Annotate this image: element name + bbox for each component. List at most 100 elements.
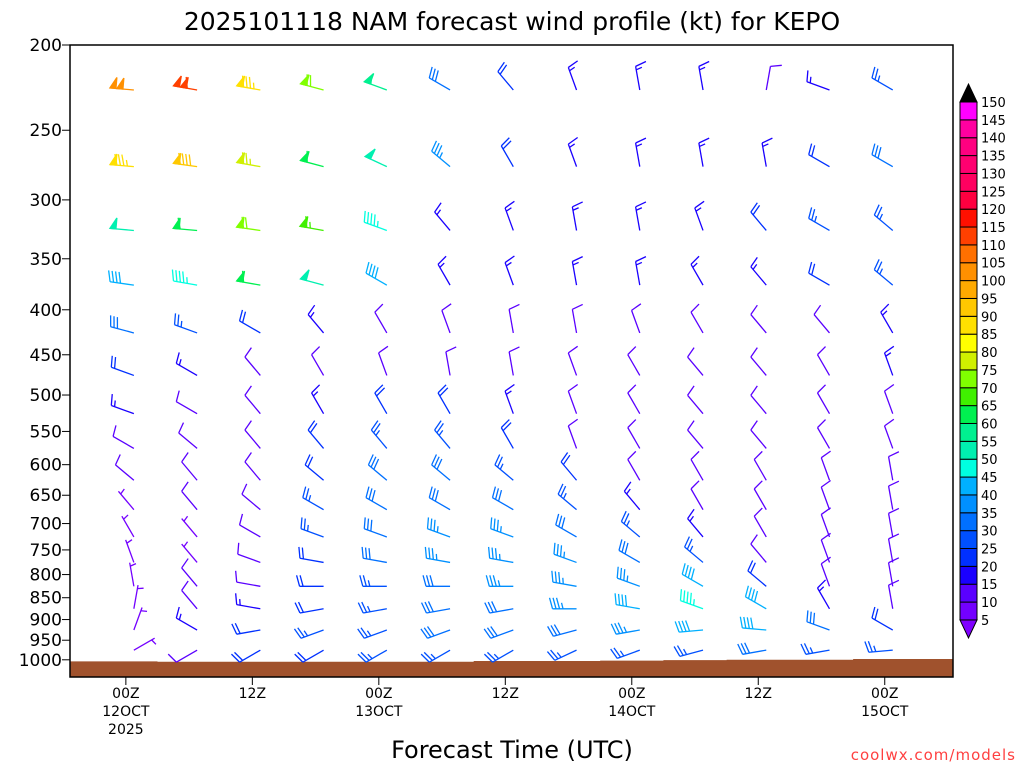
barb-full bbox=[691, 304, 699, 312]
barb-full bbox=[572, 202, 582, 207]
colorbar-label: 10 bbox=[981, 596, 998, 611]
y-tick-label: 800 bbox=[30, 566, 62, 586]
wind-barb bbox=[636, 61, 646, 89]
wind-barb bbox=[688, 348, 703, 376]
barb-full bbox=[490, 575, 493, 586]
barb-shaft bbox=[572, 207, 576, 231]
barb-shaft bbox=[695, 208, 703, 231]
barb-full bbox=[770, 65, 781, 66]
barb-full bbox=[636, 138, 646, 143]
barb-full bbox=[371, 520, 372, 531]
barb-shaft bbox=[885, 353, 893, 376]
barb-full bbox=[176, 391, 179, 402]
barb-full bbox=[690, 593, 691, 604]
barb-full bbox=[744, 617, 746, 628]
wind-barb bbox=[766, 65, 782, 90]
barb-full bbox=[684, 590, 685, 601]
wind-barb bbox=[505, 256, 514, 285]
barb-shaft bbox=[616, 630, 640, 634]
wind-barb bbox=[295, 602, 323, 613]
barb-full bbox=[312, 347, 320, 355]
barb-shaft bbox=[111, 405, 134, 413]
x-tick-label: 12Z bbox=[492, 686, 519, 702]
barb-shaft bbox=[691, 264, 703, 285]
wind-barb bbox=[176, 391, 197, 414]
wind-barb bbox=[366, 487, 387, 510]
wind-barb bbox=[809, 207, 830, 230]
barb-full bbox=[379, 346, 388, 353]
barb-half bbox=[753, 264, 757, 269]
wind-barb bbox=[300, 151, 323, 167]
barb-full bbox=[186, 154, 187, 165]
wind-barb bbox=[422, 601, 450, 613]
barb-full bbox=[246, 217, 247, 228]
barb-half bbox=[368, 654, 372, 658]
barb-full bbox=[809, 207, 812, 218]
colorbar-label: 45 bbox=[981, 471, 998, 486]
barb-shaft bbox=[680, 601, 703, 609]
barb-shaft bbox=[636, 261, 640, 285]
wind-barb bbox=[172, 270, 197, 286]
wind-barb bbox=[801, 643, 829, 654]
barb-full bbox=[865, 642, 869, 653]
barb-full bbox=[301, 517, 302, 528]
x-tick-label: 12Z bbox=[745, 686, 772, 702]
wind-barb bbox=[558, 484, 576, 510]
barb-shaft bbox=[110, 282, 134, 285]
barb-full bbox=[628, 451, 636, 459]
wind-barb bbox=[751, 257, 766, 285]
wind-barb bbox=[308, 421, 323, 449]
wind-barb bbox=[371, 421, 386, 449]
barb-shaft bbox=[754, 489, 766, 510]
barb-full bbox=[807, 70, 808, 81]
wind-barb bbox=[493, 487, 514, 510]
wind-barb bbox=[245, 348, 260, 376]
wind-barb bbox=[754, 451, 766, 480]
wind-barb bbox=[572, 202, 582, 230]
barb-full bbox=[556, 514, 559, 525]
wind-barb bbox=[115, 454, 133, 480]
barb-full bbox=[429, 548, 430, 559]
y-tick-label: 450 bbox=[30, 346, 62, 366]
colorbar-label: 140 bbox=[981, 132, 1006, 147]
wind-barb bbox=[889, 580, 899, 608]
barb-shaft bbox=[751, 267, 766, 285]
wind-barb bbox=[245, 421, 260, 449]
barb-half bbox=[699, 67, 705, 70]
colorbar-segment bbox=[960, 549, 977, 567]
wind-barb bbox=[238, 543, 261, 563]
barb-half bbox=[880, 269, 883, 275]
barb-full bbox=[885, 419, 894, 426]
barb-half bbox=[500, 464, 503, 470]
barb-full bbox=[809, 144, 812, 155]
wind-barb bbox=[168, 650, 197, 662]
barb-full bbox=[889, 558, 899, 563]
barb-shaft bbox=[240, 321, 261, 333]
barb-half bbox=[127, 540, 132, 543]
barb-full bbox=[246, 153, 247, 164]
barb-full bbox=[747, 617, 749, 628]
colorbar-segment bbox=[960, 513, 977, 531]
wind-barb bbox=[173, 153, 197, 167]
barb-full bbox=[499, 490, 502, 501]
wind-barb bbox=[505, 201, 514, 230]
barb-shaft bbox=[818, 428, 830, 449]
wind-barb bbox=[435, 203, 450, 231]
wind-barb bbox=[751, 386, 766, 414]
wind-barb bbox=[611, 648, 640, 659]
wind-barb bbox=[807, 70, 830, 90]
colorbar-segment bbox=[960, 531, 977, 549]
barb-full bbox=[435, 70, 438, 81]
barb-full bbox=[628, 420, 636, 428]
wind-barb bbox=[438, 256, 450, 285]
colorbar-segment bbox=[960, 334, 977, 352]
barb-full bbox=[568, 138, 577, 145]
barb-full bbox=[619, 539, 622, 550]
barb-full bbox=[751, 348, 757, 357]
wind-barb bbox=[425, 547, 450, 563]
barb-full bbox=[624, 569, 625, 580]
barb-shaft bbox=[617, 578, 640, 586]
wind-barb bbox=[182, 581, 197, 609]
wind-barb bbox=[111, 394, 134, 414]
